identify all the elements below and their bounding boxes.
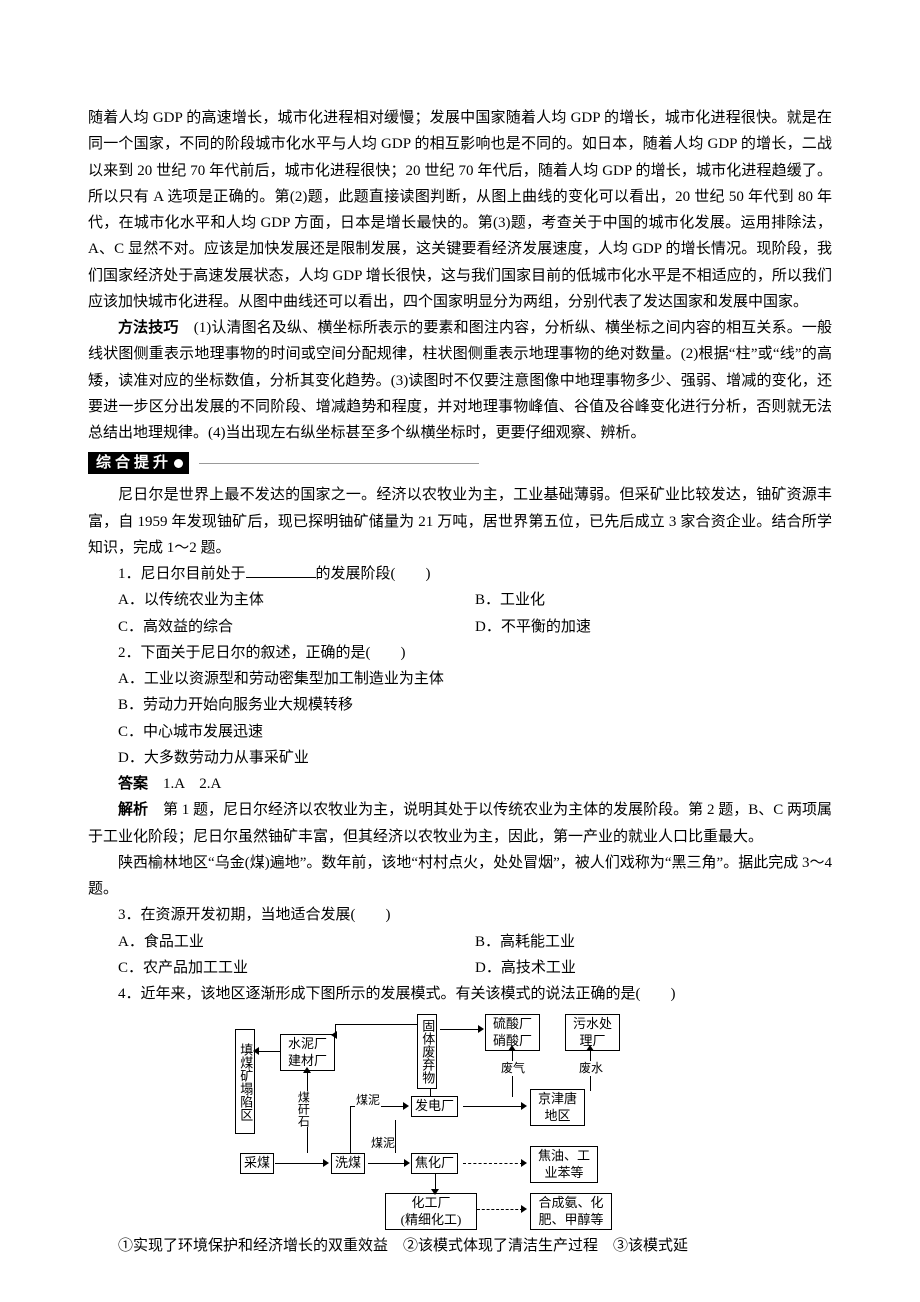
- node-power: 发电厂: [411, 1096, 458, 1116]
- node-cement: 水泥厂建材厂: [280, 1034, 335, 1071]
- node-chem: 化工厂(精细化工): [385, 1193, 477, 1230]
- badge-dot-icon: [174, 459, 183, 468]
- answer-12-text: 1.A 2.A: [148, 776, 221, 792]
- q1-opt-b: B．工业化: [475, 587, 832, 613]
- q3-opt-a: A．食品工业: [118, 929, 475, 955]
- q4-choices: ①实现了环境保护和经济增长的双重效益 ②该模式体现了清洁生产过程 ③该模式延: [88, 1233, 832, 1259]
- lbl-gas: 废气: [500, 1061, 526, 1075]
- lbl-water: 废水: [578, 1061, 604, 1075]
- q2-opt-a: A．工业以资源型和劳动密集型加工制造业为主体: [118, 666, 832, 692]
- q2-stem: 2．下面关于尼日尔的叙述，正确的是( ): [88, 640, 832, 666]
- node-coke: 焦化厂: [411, 1153, 458, 1173]
- node-mine: 采煤: [240, 1153, 274, 1173]
- section-badge-row: 综合提升: [88, 452, 832, 474]
- page: 随着人均 GDP 的高速增长，城市化进程相对缓慢；发展中国家随着人均 GDP 的…: [0, 0, 920, 1302]
- q2-opt-b: B．劳动力开始向服务业大规模转移: [118, 692, 832, 718]
- q2-options: A．工业以资源型和劳动密集型加工制造业为主体 B．劳动力开始向服务业大规模转移 …: [88, 666, 832, 771]
- answer-12-label: 答案: [118, 776, 148, 792]
- yulin-intro: 陕西榆林地区“乌金(煤)遍地”。数年前，该地“村村点火，处处冒烟”，被人们戏称为…: [88, 850, 832, 903]
- q1-options: A．以传统农业为主体 B．工业化 C．高效益的综合 D．不平衡的加速: [88, 587, 832, 640]
- explain-12-text: 第 1 题，尼日尔经济以农牧业为主，说明其处于以传统农业为主体的发展阶段。第 2…: [88, 802, 832, 844]
- section-badge: 综合提升: [88, 452, 189, 474]
- answer-12: 答案 1.A 2.A: [88, 771, 832, 797]
- q4-stem: 4．近年来，该地区逐渐形成下图所示的发展模式。有关该模式的说法正确的是( ): [88, 981, 832, 1007]
- method-label: 方法技巧: [118, 320, 179, 336]
- lbl-mud2: 煤泥: [370, 1136, 396, 1150]
- node-coal-pit: 填煤矿塌陷区: [235, 1029, 255, 1134]
- q2-opt-d: D．大多数劳动力从事采矿业: [118, 745, 832, 771]
- q1-stem: 1．尼日尔目前处于 的发展阶段( ): [88, 561, 832, 587]
- q1-opt-a: A．以传统农业为主体: [118, 587, 475, 613]
- node-waste: 固体废弃物: [417, 1014, 437, 1089]
- q3-opt-c: C．农产品加工工业: [118, 955, 475, 981]
- niger-intro: 尼日尔是世界上最不发达的国家之一。经济以农牧业为主，工业基础薄弱。但采矿业比较发…: [88, 482, 832, 561]
- node-jiaoyou: 焦油、工业苯等: [530, 1146, 598, 1183]
- node-jjt: 京津唐地区: [530, 1089, 585, 1126]
- q3-options: A．食品工业 B．高耗能工业 C．农产品加工工业 D．高技术工业: [88, 929, 832, 982]
- badge-dashline: [199, 463, 479, 464]
- top-paragraph: 随着人均 GDP 的高速增长，城市化进程相对缓慢；发展中国家随着人均 GDP 的…: [88, 105, 832, 315]
- q3-opt-b: B．高耗能工业: [475, 929, 832, 955]
- method-paragraph: 方法技巧 (1)认清图名及纵、横坐标所表示的要素和图注内容，分析纵、横坐标之间内…: [88, 315, 832, 446]
- node-synth: 合成氨、化肥、甲醇等: [530, 1193, 612, 1230]
- q1-opt-c: C．高效益的综合: [118, 614, 475, 640]
- node-wash: 洗煤: [331, 1153, 365, 1173]
- q3-stem: 3．在资源开发初期，当地适合发展( ): [88, 902, 832, 928]
- q2-opt-c: C．中心城市发展迅速: [118, 719, 832, 745]
- lbl-gangue: 煤矸石: [295, 1091, 311, 1127]
- q1-stem-b: 的发展阶段( ): [316, 566, 431, 582]
- section-badge-text: 综合提升: [96, 450, 172, 476]
- explain-12-label: 解析: [118, 802, 148, 818]
- q1-blank: [246, 577, 316, 578]
- q3-opt-d: D．高技术工业: [475, 955, 832, 981]
- flowchart: 填煤矿塌陷区 水泥厂建材厂 采煤 洗煤 焦化厂 发电厂 化工厂(精细化工) 固体…: [235, 1011, 685, 1231]
- q1-stem-a: 1．尼日尔目前处于: [118, 566, 246, 582]
- method-text: (1)认清图名及纵、横坐标所表示的要素和图注内容，分析纵、横坐标之间内容的相互关…: [88, 320, 832, 441]
- explain-12: 解析 第 1 题，尼日尔经济以农牧业为主，说明其处于以传统农业为主体的发展阶段。…: [88, 797, 832, 850]
- q1-opt-d: D．不平衡的加速: [475, 614, 832, 640]
- lbl-mud1: 煤泥: [355, 1093, 381, 1107]
